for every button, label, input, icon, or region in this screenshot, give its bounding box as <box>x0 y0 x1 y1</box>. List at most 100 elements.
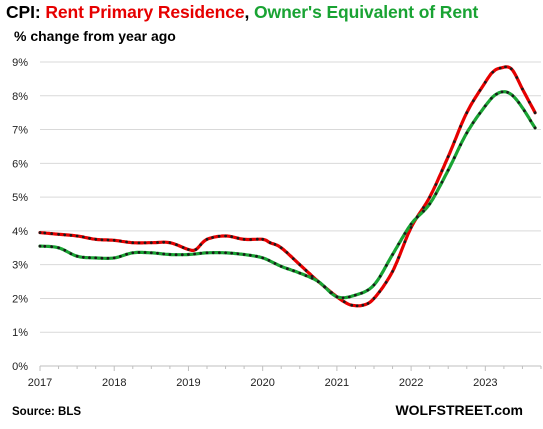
source-note: Source: BLS <box>12 406 82 418</box>
data-point-oer <box>156 251 159 255</box>
data-point-oer <box>106 256 110 260</box>
data-point-oer <box>224 251 228 255</box>
data-point-rent <box>504 65 507 69</box>
data-point-oer <box>511 94 515 98</box>
data-point-oer <box>298 271 302 275</box>
data-point-rent <box>521 87 524 91</box>
y-tick-label: 5% <box>12 192 28 204</box>
y-tick-label: 7% <box>12 125 28 137</box>
data-point-rent <box>279 246 283 250</box>
data-point-oer <box>397 242 401 246</box>
data-point-rent <box>137 241 141 245</box>
data-point-rent <box>50 232 54 236</box>
data-point-rent <box>440 169 444 173</box>
data-point-oer <box>255 254 258 258</box>
data-point-oer <box>506 91 509 94</box>
data-point-oer <box>335 295 339 299</box>
data-point-oer <box>63 248 67 252</box>
data-point-oer <box>517 101 521 104</box>
y-tick-label: 2% <box>12 293 28 305</box>
x-tick-label: 2023 <box>473 377 497 389</box>
chart-title: CPI: Rent Primary Residence, Owner's Equ… <box>6 2 478 23</box>
data-point-oer <box>162 252 166 256</box>
data-point-oer <box>81 255 85 259</box>
data-point-oer <box>119 255 122 258</box>
data-point-oer <box>50 245 54 249</box>
data-point-oer <box>378 274 382 278</box>
data-point-rent <box>112 238 116 242</box>
data-point-rent <box>224 234 228 238</box>
data-point-oer <box>112 256 116 260</box>
data-point-rent <box>131 241 135 245</box>
x-tick-label: 2018 <box>102 377 126 389</box>
x-tick-label: 2020 <box>250 377 274 389</box>
y-tick-label: 1% <box>12 327 28 339</box>
data-point-rent <box>242 237 246 241</box>
data-point-rent <box>162 240 166 244</box>
data-point-rent <box>217 234 221 238</box>
data-point-oer <box>168 253 172 256</box>
grid-lines <box>40 61 541 333</box>
x-tick-label: 2022 <box>399 377 423 389</box>
data-point-rent <box>528 100 531 104</box>
data-point-oer <box>236 252 240 256</box>
data-point-rent <box>459 125 462 128</box>
title-prefix: CPI: <box>6 2 46 22</box>
data-point-rent <box>273 243 277 246</box>
data-point-oer <box>310 276 314 280</box>
data-point-oer <box>75 254 79 258</box>
data-point-oer <box>347 295 351 299</box>
series-markers <box>38 65 537 308</box>
data-point-oer <box>500 90 504 94</box>
data-point-rent <box>291 257 295 260</box>
data-point-rent <box>409 226 413 229</box>
data-point-oer <box>218 251 221 255</box>
data-point-oer <box>409 222 413 226</box>
data-point-oer <box>273 262 277 265</box>
data-point-oer <box>341 296 345 300</box>
y-tick-label: 8% <box>12 91 28 103</box>
data-point-oer <box>465 131 469 135</box>
data-point-rent <box>94 237 98 241</box>
data-point-oer <box>267 259 271 262</box>
data-point-rent <box>230 235 234 239</box>
title-separator: , <box>244 2 255 22</box>
data-point-rent <box>298 263 302 267</box>
data-point-rent <box>125 240 128 244</box>
data-point-oer <box>100 256 104 260</box>
data-point-oer <box>187 253 190 256</box>
data-point-rent <box>106 238 110 242</box>
x-tick-label: 2019 <box>176 377 200 389</box>
data-point-rent <box>483 80 487 84</box>
data-point-rent <box>156 241 159 244</box>
data-point-rent <box>509 67 513 71</box>
data-point-rent <box>446 155 450 159</box>
data-point-oer <box>372 283 376 287</box>
data-point-rent <box>75 234 79 238</box>
data-point-oer <box>533 126 537 130</box>
data-point-rent <box>355 304 359 308</box>
data-point-rent <box>310 274 314 278</box>
data-point-oer <box>88 256 91 260</box>
data-point-rent <box>391 270 394 273</box>
data-point-oer <box>211 251 215 255</box>
data-point-rent <box>342 300 346 304</box>
data-point-oer <box>453 156 456 160</box>
data-point-oer <box>391 253 394 256</box>
data-point-oer <box>403 232 407 235</box>
data-point-rent <box>194 248 198 251</box>
data-point-rent <box>261 237 265 241</box>
title-series-rent: Rent Primary Residence <box>45 2 245 22</box>
data-point-rent <box>175 243 178 247</box>
data-point-oer <box>180 253 184 257</box>
data-point-rent <box>453 140 456 144</box>
data-point-rent <box>422 206 425 209</box>
x-tick-label: 2017 <box>28 377 52 389</box>
data-point-oer <box>94 256 98 260</box>
data-point-oer <box>57 246 60 250</box>
data-point-oer <box>471 121 475 124</box>
data-point-oer <box>261 256 265 260</box>
data-point-oer <box>415 215 419 219</box>
data-point-rent <box>211 236 215 239</box>
data-point-rent <box>57 232 60 236</box>
